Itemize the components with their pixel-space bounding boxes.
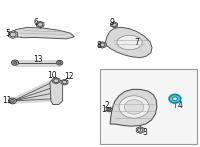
Text: 2: 2 [104,101,109,110]
Circle shape [9,98,16,104]
Circle shape [172,97,177,101]
Circle shape [169,94,181,103]
Polygon shape [52,77,60,84]
Circle shape [108,108,111,111]
Polygon shape [50,79,63,105]
Text: 6: 6 [33,18,38,27]
Circle shape [57,60,63,65]
Polygon shape [111,22,118,28]
Circle shape [10,100,14,102]
Circle shape [100,43,105,47]
Text: 5: 5 [6,29,11,38]
Circle shape [13,61,17,64]
Circle shape [138,128,143,132]
Polygon shape [61,79,68,85]
Text: 13: 13 [33,55,43,64]
Text: 1: 1 [101,105,106,114]
Text: 11: 11 [2,96,11,105]
Text: 10: 10 [47,71,57,80]
Ellipse shape [124,100,144,114]
Polygon shape [136,127,144,133]
Text: 4: 4 [178,101,183,110]
Text: 3: 3 [142,128,147,137]
Text: 7: 7 [134,38,139,47]
Polygon shape [12,27,74,39]
Polygon shape [105,27,152,58]
Circle shape [10,32,16,37]
Circle shape [58,62,61,64]
Circle shape [38,23,43,26]
Text: 12: 12 [65,72,74,81]
Ellipse shape [117,35,142,50]
Text: 8: 8 [97,41,101,50]
FancyBboxPatch shape [100,69,197,144]
Polygon shape [99,42,106,48]
Polygon shape [8,31,18,39]
Ellipse shape [119,96,149,118]
Text: 9: 9 [110,18,114,27]
Circle shape [112,23,116,26]
Circle shape [62,80,67,84]
Circle shape [11,60,18,65]
Circle shape [106,107,112,112]
Polygon shape [37,21,44,28]
Circle shape [54,79,59,83]
Polygon shape [110,89,157,126]
